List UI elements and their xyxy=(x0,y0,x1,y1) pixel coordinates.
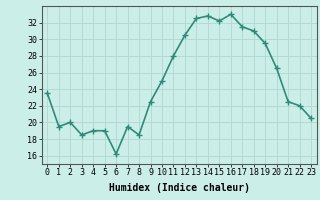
X-axis label: Humidex (Indice chaleur): Humidex (Indice chaleur) xyxy=(109,183,250,193)
